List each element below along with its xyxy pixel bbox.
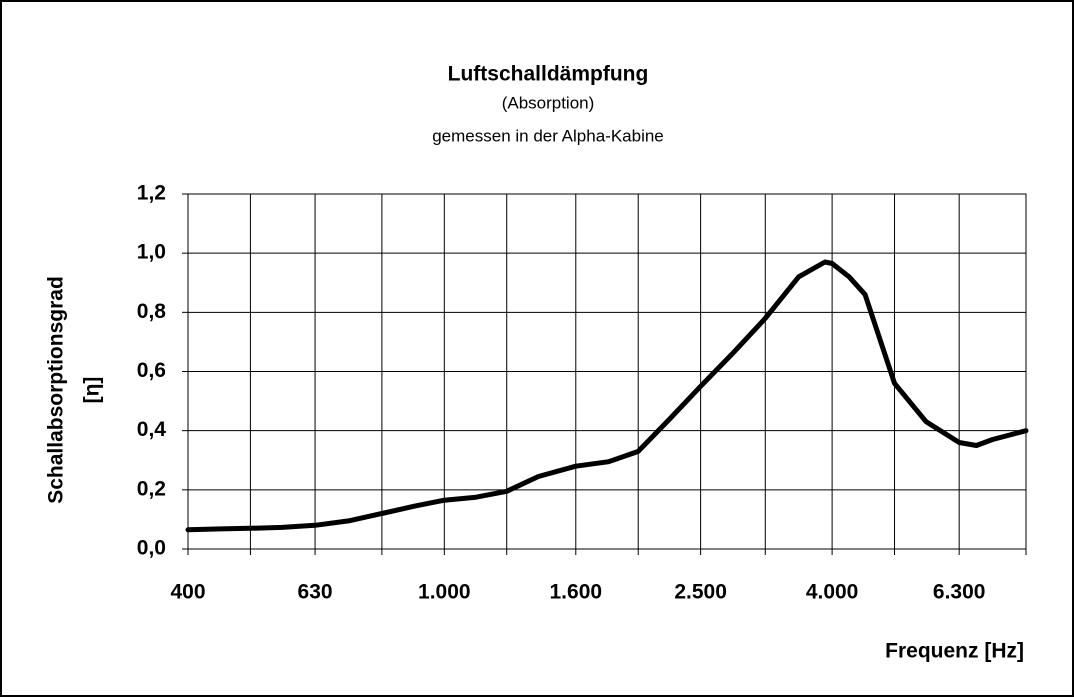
x-tick-label: 1.600 (550, 581, 603, 604)
y-axis-label: Schallabsorptionsgrad (45, 276, 68, 504)
y-tick-label: 1,0 (137, 241, 166, 264)
y-tick-label: 0,8 (137, 300, 167, 323)
x-axis-label: Frequenz [Hz] (885, 640, 1024, 663)
y-axis-label: [η] (81, 377, 104, 404)
chart-subtitle: gemessen in der Alpha-Kabine (432, 126, 664, 145)
x-tick-label: 4.000 (806, 581, 859, 604)
chart-title: Luftschalldämpfung (448, 63, 649, 86)
y-tick-label: 0,6 (137, 359, 166, 382)
chart-subtitle: (Absorption) (502, 93, 595, 112)
x-tick-label: 1.000 (418, 581, 471, 604)
x-tick-label: 6.300 (933, 581, 986, 604)
x-tick-label: 2.500 (674, 581, 727, 604)
plot-border (187, 193, 1027, 550)
y-tick-label: 1,2 (137, 182, 166, 205)
y-tick-label: 0,0 (137, 537, 166, 560)
data-line (185, 259, 1029, 533)
x-tick-label: 400 (170, 581, 205, 604)
y-tick-label: 0,4 (137, 418, 167, 441)
y-tick-label: 0,2 (137, 477, 166, 500)
x-tick-label: 630 (298, 581, 333, 604)
